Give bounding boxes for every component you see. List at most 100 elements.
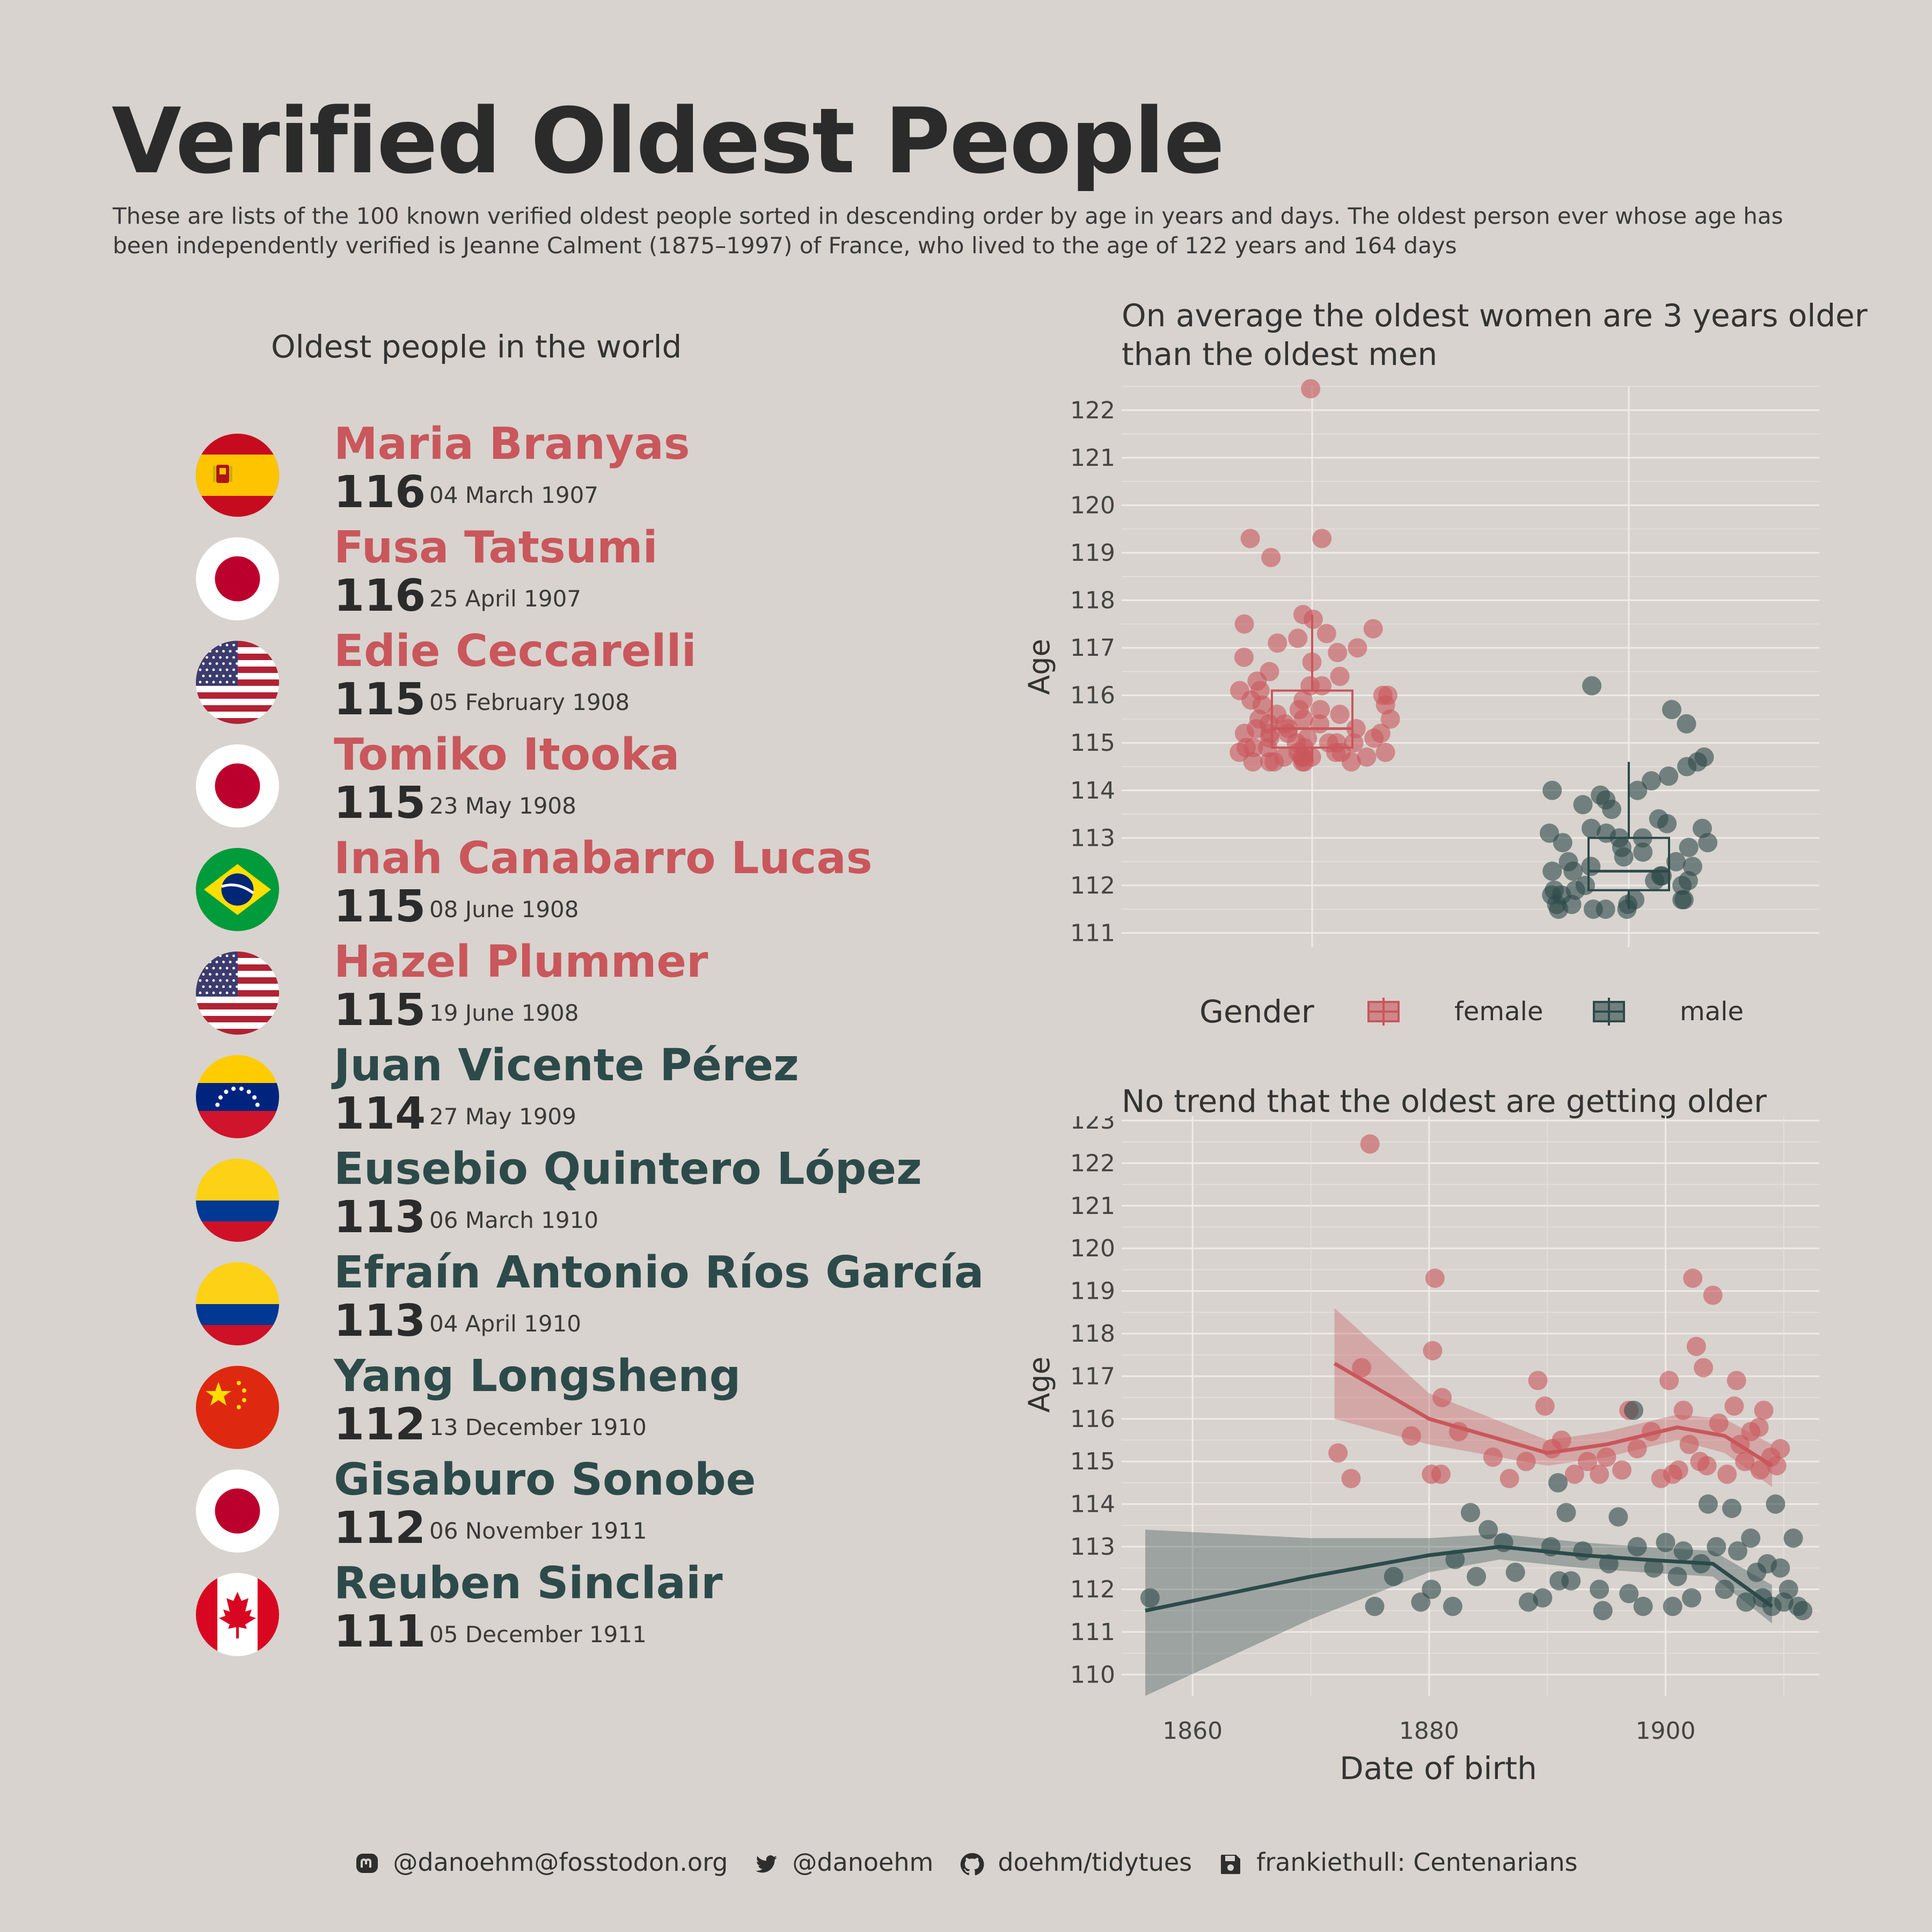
female-point bbox=[1346, 719, 1366, 738]
person-age: 116 bbox=[334, 570, 426, 621]
female-point bbox=[1303, 609, 1323, 629]
male-point bbox=[1461, 1503, 1480, 1523]
footer-link[interactable]: frankiethull: Centenarians bbox=[1218, 1848, 1578, 1877]
male-point bbox=[1617, 899, 1637, 919]
female-point bbox=[1310, 714, 1330, 734]
female-point bbox=[1694, 1358, 1714, 1378]
female-point bbox=[1754, 1400, 1774, 1420]
person-entry: Hazel Plummer 115 19 June 1908 bbox=[193, 936, 998, 1042]
female-point bbox=[1659, 1371, 1679, 1391]
person-name: Juan Vicente Pérez bbox=[334, 1040, 799, 1091]
female-point bbox=[1330, 667, 1350, 686]
female-point bbox=[1423, 1341, 1443, 1360]
person-entry: Eusebio Quintero López 113 06 March 1910 bbox=[193, 1144, 998, 1249]
male-point bbox=[1736, 1592, 1756, 1612]
male-point bbox=[1659, 766, 1679, 786]
japan-flag-icon bbox=[196, 537, 279, 620]
person-name: Efraín Antonio Ríos García bbox=[334, 1247, 984, 1298]
y-tick-label: 116 bbox=[1070, 1406, 1115, 1433]
y-tick-label: 119 bbox=[1070, 1278, 1115, 1305]
person-birth-date: 06 November 1911 bbox=[429, 1518, 647, 1544]
person-age: 115 bbox=[334, 985, 426, 1036]
male-point bbox=[1422, 1579, 1441, 1599]
male-point bbox=[1365, 1597, 1385, 1616]
male-point bbox=[1140, 1588, 1160, 1608]
y-tick-label: 119 bbox=[1070, 539, 1115, 567]
y-tick-label: 114 bbox=[1070, 1491, 1115, 1518]
male-point bbox=[1728, 1541, 1747, 1561]
y-tick-label: 121 bbox=[1070, 444, 1115, 472]
footer-link[interactable]: @danoehm bbox=[753, 1848, 933, 1877]
female-point bbox=[1328, 642, 1348, 662]
y-tick-label: 115 bbox=[1070, 729, 1115, 757]
male-point bbox=[1657, 814, 1677, 833]
footer-link[interactable]: doehm/tidytues bbox=[959, 1848, 1192, 1877]
male-trend-line bbox=[1145, 1545, 1773, 1613]
female-point bbox=[1770, 1439, 1790, 1459]
person-name: Yang Longsheng bbox=[334, 1351, 741, 1402]
y-tick-label: 112 bbox=[1070, 872, 1115, 899]
person-name: Inah Canabarro Lucas bbox=[334, 833, 873, 884]
female-point bbox=[1431, 1465, 1451, 1484]
male-point bbox=[1608, 1507, 1628, 1527]
usa-flag-icon bbox=[196, 952, 279, 1035]
male-point bbox=[1698, 1494, 1718, 1514]
y-tick-label: 122 bbox=[1070, 397, 1115, 424]
male-point bbox=[1663, 1597, 1682, 1616]
female-point bbox=[1364, 728, 1384, 748]
person-birth-date: 23 May 1908 bbox=[429, 793, 576, 819]
person-age: 114 bbox=[334, 1088, 426, 1139]
male-point bbox=[1533, 1588, 1553, 1608]
male-point bbox=[1582, 818, 1601, 838]
male-point bbox=[1766, 1494, 1785, 1514]
female-point bbox=[1261, 547, 1281, 567]
person-name: Fusa Tatsumi bbox=[334, 522, 658, 573]
japan-flag-icon bbox=[196, 1469, 279, 1553]
venezuela-flag-icon bbox=[196, 1055, 279, 1138]
list-title: Oldest people in the world bbox=[271, 328, 682, 365]
person-entry: Gisaburo Sonobe 112 06 November 1911 bbox=[193, 1454, 998, 1560]
y-axis-label: Age bbox=[1022, 1357, 1056, 1413]
female-point bbox=[1597, 1447, 1616, 1467]
box-chart: 111 112 113 114 115 116 117 118 119 120 121 122 Age G… bbox=[1022, 379, 1819, 1030]
male-point bbox=[1445, 1549, 1465, 1569]
male-point bbox=[1549, 899, 1569, 919]
x-tick-label: 1860 bbox=[1162, 1717, 1223, 1745]
footer-text: @danoehm@fosstodon.org bbox=[393, 1848, 728, 1877]
female-point bbox=[1401, 1426, 1421, 1446]
person-birth-date: 08 June 1908 bbox=[429, 896, 579, 923]
male-point bbox=[1624, 1400, 1644, 1420]
person-entry: Juan Vicente Pérez 114 27 May 1909 bbox=[193, 1040, 998, 1145]
footer-text: doehm/tidytues bbox=[998, 1848, 1192, 1877]
x-axis-label: Date of birth bbox=[1340, 1750, 1537, 1782]
female-point bbox=[1288, 628, 1308, 648]
female-point bbox=[1683, 1268, 1703, 1288]
female-point bbox=[1432, 1388, 1452, 1408]
male-point bbox=[1542, 861, 1562, 881]
y-axis-label: Age bbox=[1022, 639, 1056, 694]
male-point bbox=[1573, 795, 1593, 815]
footer-link[interactable]: @danoehm@fosstodon.org bbox=[354, 1848, 728, 1877]
colombia-flag-icon bbox=[196, 1262, 279, 1345]
female-point bbox=[1240, 529, 1260, 548]
person-entry: Tomiko Itooka 115 23 May 1908 bbox=[193, 729, 998, 835]
male-point bbox=[1467, 1567, 1487, 1586]
female-point bbox=[1234, 614, 1254, 634]
legend-key-female bbox=[1367, 998, 1400, 1026]
female-point bbox=[1516, 1452, 1536, 1472]
y-tick-label: 118 bbox=[1070, 1320, 1115, 1348]
female-point bbox=[1690, 1452, 1710, 1472]
female-point bbox=[1767, 1456, 1787, 1476]
y-tick-label: 112 bbox=[1070, 1576, 1115, 1603]
male-point bbox=[1628, 780, 1648, 800]
y-tick-label: 111 bbox=[1070, 1619, 1115, 1646]
male-point bbox=[1793, 1601, 1813, 1621]
legend-label: male bbox=[1680, 997, 1744, 1027]
y-tick-label: 121 bbox=[1070, 1192, 1115, 1220]
female-point bbox=[1686, 1336, 1706, 1356]
male-point bbox=[1443, 1597, 1462, 1616]
male-point bbox=[1644, 1558, 1664, 1578]
female-point bbox=[1726, 1371, 1746, 1391]
male-point bbox=[1645, 871, 1665, 891]
female-point bbox=[1528, 1371, 1548, 1391]
